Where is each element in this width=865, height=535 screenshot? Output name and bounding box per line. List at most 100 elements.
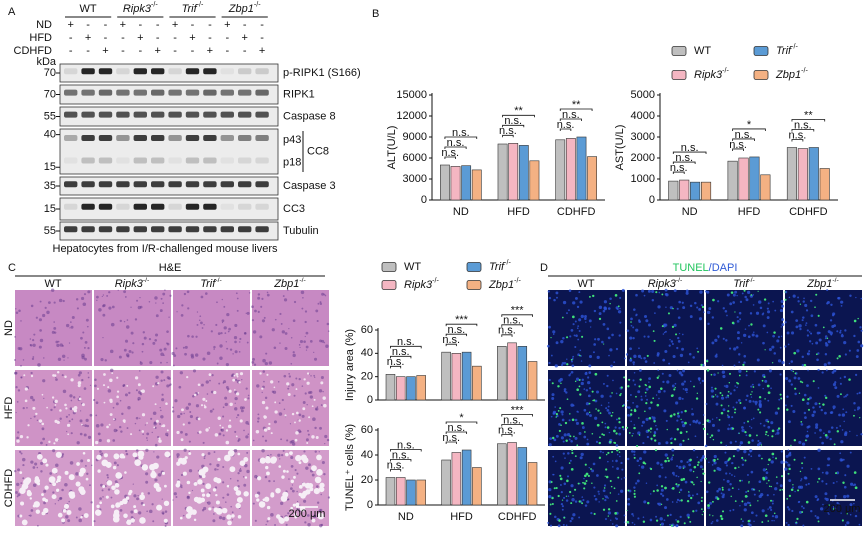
texture xyxy=(30,372,32,374)
texture xyxy=(203,442,205,444)
texture xyxy=(208,452,211,455)
texture xyxy=(302,415,305,418)
blot-band xyxy=(99,135,112,141)
texture xyxy=(655,291,657,293)
texture xyxy=(786,396,788,398)
texture xyxy=(552,437,554,439)
texture xyxy=(136,497,139,500)
texture xyxy=(833,324,836,327)
texture xyxy=(18,310,21,313)
texture xyxy=(548,290,550,292)
texture xyxy=(288,373,290,375)
texture xyxy=(579,500,581,502)
texture xyxy=(632,326,634,328)
texture xyxy=(559,407,561,409)
tunel-image xyxy=(785,370,862,446)
texture xyxy=(181,438,184,441)
texture xyxy=(810,300,812,302)
texture xyxy=(285,332,288,335)
texture xyxy=(119,426,121,428)
texture xyxy=(243,484,246,487)
texture xyxy=(205,292,208,295)
texture xyxy=(805,435,808,438)
texture xyxy=(618,310,621,313)
texture xyxy=(319,389,322,392)
texture xyxy=(641,465,644,468)
texture xyxy=(202,474,206,478)
legend-label: Ripk3-/- xyxy=(694,66,729,80)
texture xyxy=(225,501,227,503)
texture xyxy=(703,311,705,313)
texture xyxy=(285,347,288,350)
bar xyxy=(577,137,586,200)
texture xyxy=(648,429,650,431)
texture xyxy=(605,495,608,498)
texture xyxy=(212,507,213,508)
bar xyxy=(566,138,575,200)
blot-band xyxy=(238,68,251,74)
texture xyxy=(745,491,747,493)
texture xyxy=(656,489,659,492)
texture xyxy=(722,495,725,498)
texture xyxy=(96,296,99,299)
texture xyxy=(857,406,860,409)
texture xyxy=(670,442,672,444)
texture xyxy=(16,412,17,413)
texture xyxy=(658,475,661,478)
texture xyxy=(613,442,615,444)
texture xyxy=(759,404,762,407)
texture xyxy=(59,497,62,500)
blot-band xyxy=(238,204,251,210)
texture xyxy=(803,300,805,302)
texture xyxy=(771,486,772,487)
texture xyxy=(84,433,87,436)
texture xyxy=(274,387,276,389)
texture xyxy=(588,364,591,367)
texture xyxy=(599,312,602,315)
texture xyxy=(558,410,560,412)
texture xyxy=(833,482,835,484)
panel-label: A xyxy=(8,6,16,18)
texture xyxy=(125,340,128,343)
texture xyxy=(853,335,855,337)
bar xyxy=(587,157,596,200)
texture xyxy=(612,380,614,382)
texture xyxy=(127,319,129,321)
texture xyxy=(753,331,754,332)
texture xyxy=(671,437,673,439)
texture xyxy=(107,439,110,442)
bar xyxy=(701,182,710,200)
texture xyxy=(63,509,67,513)
texture xyxy=(702,514,703,515)
texture xyxy=(801,511,803,513)
texture xyxy=(239,351,241,353)
texture xyxy=(767,508,768,509)
texture xyxy=(817,498,819,500)
texture xyxy=(69,420,71,422)
texture xyxy=(113,516,120,523)
texture xyxy=(140,390,142,392)
texture xyxy=(713,439,714,440)
texture xyxy=(662,325,664,327)
texture xyxy=(243,491,248,496)
significance-label: n.s. xyxy=(557,119,575,131)
texture xyxy=(128,392,130,394)
texture xyxy=(691,481,693,483)
texture xyxy=(637,460,640,463)
blot-label: p-RIPK1 (S166) xyxy=(283,67,361,79)
texture xyxy=(573,436,575,438)
texture xyxy=(200,469,206,475)
texture xyxy=(209,380,211,382)
texture xyxy=(569,491,571,493)
texture xyxy=(718,337,720,339)
texture xyxy=(197,324,199,326)
texture xyxy=(593,487,595,489)
blot-genotype-sup: -/- xyxy=(197,0,204,8)
condition-sign: - xyxy=(260,32,264,44)
texture xyxy=(311,465,317,471)
texture xyxy=(791,331,794,334)
blot-caption: Hepatocytes from I/R-challenged mouse li… xyxy=(53,243,278,255)
texture xyxy=(658,390,661,393)
texture xyxy=(680,478,683,481)
texture xyxy=(661,523,664,526)
